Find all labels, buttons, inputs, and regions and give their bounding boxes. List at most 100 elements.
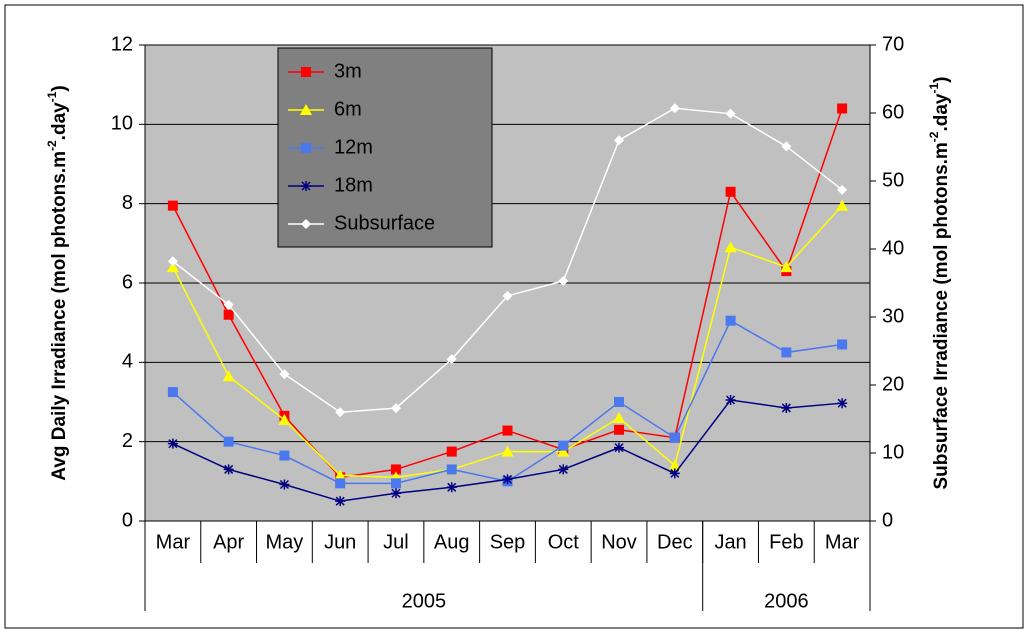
y2-axis-title-part: Subsurface Irradiance (mol photons.m	[931, 142, 952, 489]
x-tick-label: Nov	[601, 531, 637, 553]
x-tick-label: Dec	[657, 531, 693, 553]
group-label: 2005	[402, 590, 447, 612]
marker	[780, 261, 793, 273]
y-tick-label: 0	[122, 509, 133, 531]
marker	[668, 459, 681, 471]
marker	[167, 256, 178, 267]
marker	[836, 199, 849, 211]
marker	[558, 275, 569, 286]
marker	[725, 395, 736, 406]
y2-tick-label: 0	[882, 509, 893, 531]
y2-tick-label: 60	[882, 101, 904, 123]
marker	[390, 478, 401, 489]
y2-tick-label: 20	[882, 373, 904, 395]
y2-axis-title-part: )	[931, 76, 952, 82]
marker	[557, 445, 570, 457]
marker	[335, 478, 346, 489]
y2-tick-label: 10	[882, 441, 904, 463]
marker	[781, 347, 792, 358]
x-tick-label: Sep	[490, 531, 526, 553]
legend-label: Subsurface	[334, 212, 435, 234]
marker	[223, 464, 234, 475]
marker	[781, 402, 792, 413]
legend-label: 12m	[334, 136, 373, 158]
y-axis-title-part: -2	[45, 140, 59, 151]
x-tick-label: Apr	[213, 531, 244, 553]
marker	[725, 186, 736, 197]
legend-marker	[301, 219, 311, 229]
marker	[614, 135, 625, 146]
y-tick-label: 10	[111, 113, 133, 135]
marker	[167, 387, 178, 398]
y-tick-label: 8	[122, 192, 133, 214]
y-axis-title-part: -1	[45, 91, 59, 102]
y-tick-label: 12	[111, 33, 133, 55]
y2-tick-label: 40	[882, 237, 904, 259]
x-tick-label: Jun	[324, 531, 356, 553]
marker	[669, 432, 680, 443]
marker	[446, 446, 457, 457]
marker	[781, 141, 792, 152]
marker	[223, 299, 234, 310]
marker	[502, 425, 513, 436]
legend-marker	[301, 143, 311, 153]
x-tick-label: Mar	[825, 531, 860, 553]
y2-axis-title-part: -1	[927, 82, 941, 93]
marker	[613, 411, 626, 423]
marker	[669, 468, 680, 479]
marker	[223, 309, 234, 320]
y2-tick-label: 50	[882, 169, 904, 191]
group-label: 2006	[764, 590, 809, 612]
marker	[502, 290, 513, 301]
x-tick-label: Aug	[434, 531, 470, 553]
x-tick-label: Mar	[156, 531, 191, 553]
marker	[223, 436, 234, 447]
y2-tick-label: 30	[882, 305, 904, 327]
y2-axis-title: Subsurface Irradiance (mol photons.m-2.d…	[927, 76, 952, 489]
marker	[614, 424, 625, 435]
x-tick-label: Feb	[769, 531, 803, 553]
y-axis-title-part: )	[49, 85, 70, 91]
marker	[669, 103, 680, 114]
marker	[390, 488, 401, 499]
marker	[390, 464, 401, 475]
marker	[558, 440, 569, 451]
marker	[278, 413, 291, 425]
marker	[446, 464, 457, 475]
marker	[837, 103, 848, 114]
marker	[724, 241, 737, 253]
y-tick-label: 4	[122, 351, 133, 373]
marker	[279, 450, 290, 461]
marker	[725, 108, 736, 119]
y-tick-label: 6	[122, 271, 133, 293]
marker	[167, 438, 178, 449]
marker	[614, 397, 625, 407]
y-axis-title-part: .day	[49, 102, 70, 140]
marker	[335, 496, 346, 507]
x-tick-label: Jul	[383, 531, 409, 553]
marker	[167, 200, 178, 211]
legend-label: 18m	[334, 174, 373, 196]
y2-axis-title-part: .day	[931, 93, 952, 131]
x-tick-label: Oct	[548, 531, 580, 553]
y2-axis-title-part: -2	[927, 131, 941, 142]
legend-label: 3m	[334, 60, 362, 82]
marker	[446, 482, 457, 493]
y-tick-label: 2	[122, 430, 133, 452]
marker	[837, 398, 848, 409]
y-axis-title: Avg Daily Irradiance (mol photons.m-2.da…	[45, 85, 70, 480]
marker	[501, 445, 514, 457]
marker	[390, 403, 401, 414]
y-axis-title-part: Avg Daily Irradiance (mol photons.m	[49, 151, 70, 481]
marker	[446, 354, 457, 365]
marker	[335, 407, 346, 418]
x-tick-label: May	[266, 531, 304, 553]
legend-marker	[300, 104, 312, 115]
legend-marker	[301, 181, 311, 191]
marker	[279, 369, 290, 380]
marker	[502, 474, 513, 485]
marker	[725, 315, 736, 326]
x-tick-label: Jan	[714, 531, 746, 553]
marker	[837, 339, 848, 350]
